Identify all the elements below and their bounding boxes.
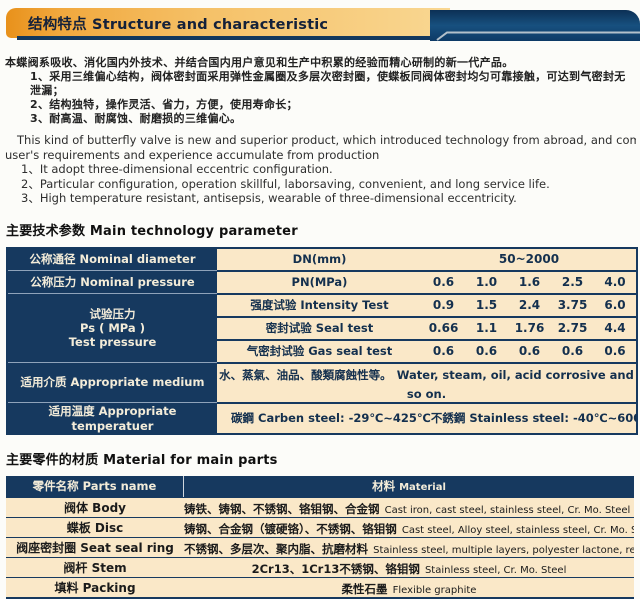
value-gas-seal: 0.6: [465, 338, 508, 362]
row-label-test-pressure: 试验压力 Ps ( MPa ) Test pressure: [8, 292, 217, 362]
part-name-body: 阀体 Body: [6, 496, 184, 517]
param-intensity-test: 强度试验 Intensity Test: [217, 292, 422, 316]
value-gas-seal: 0.6: [508, 338, 551, 362]
table-row-seat-seal-ring: 阀座密封圈 Seat seal ring 不锈钢、多层次、聚内脂、抗磨材料 St…: [6, 536, 634, 557]
banner-orange-bar: 结构特点 Structure and characteristic: [6, 8, 450, 38]
test-pressure-line-en: Test pressure: [68, 334, 157, 349]
description-cn-item: 1、采用三维偏心结构，阀体密封面采用弹性金属圈及多层次密封圈，使蝶板同阀体密封均…: [30, 70, 626, 97]
part-name-stem: 阀杆 Stem: [6, 556, 184, 577]
medium-cn: 水、蒸氣、油品、酸類腐蝕性等。: [219, 367, 392, 382]
param-gas-seal-test: 气密封试验 Gas seal test: [217, 338, 422, 362]
material-header-cn: 材料: [372, 479, 396, 493]
value-intensity: 1.5: [465, 292, 508, 316]
part-name-disc: 蝶板 Disc: [6, 516, 184, 537]
medium-en: Water, steam, oil, acid corrosive and so…: [396, 367, 634, 401]
value-seal: 1.76: [508, 315, 551, 339]
page-title: 结构特点 Structure and characteristic: [28, 16, 329, 33]
param-seal-test: 密封试验 Seal test: [217, 315, 422, 339]
temperature-carbon-steel: 碳鋼 Carben steel: -29℃~425℃: [231, 411, 431, 425]
material-seat-cn: 不锈钢、多层次、聚内脂、抗磨材料: [184, 541, 368, 556]
material-stem-cn: 2Cr13、1Cr13不锈钢、铬钼钢: [251, 561, 420, 576]
row-label-medium: 适用介质 Appropriate medium: [8, 361, 217, 402]
table-row-medium: 适用介质 Appropriate medium 水、蒸氣、油品、酸類腐蝕性等。 …: [8, 361, 636, 402]
material-seat-seal-ring: 不锈钢、多层次、聚内脂、抗磨材料 Stainless steel, multip…: [184, 536, 634, 557]
param-dn: DN(mm): [292, 252, 347, 266]
table-row-stem: 阀杆 Stem 2Cr13、1Cr13不锈钢、铬钼钢 Stainless ste…: [6, 556, 634, 577]
description-en-item: 1、It adopt three-dimensional eccentric c…: [21, 162, 333, 176]
value-gas-seal: 0.6: [551, 338, 594, 362]
table-row-packing: 填料 Packing 柔性石墨 Flexible graphite: [6, 576, 634, 597]
banner-silver-line-icon: [436, 31, 640, 41]
value-intensity: 2.4: [508, 292, 551, 316]
tech-section-title: 主要技术参数 Main technology parameter: [6, 223, 298, 239]
table-row-intensity-test: 试验压力 Ps ( MPa ) Test pressure 强度试验 Inten…: [8, 292, 636, 362]
test-pressure-line-cn: 试验压力: [89, 306, 136, 321]
material-disc-en: Cast steel, Alloy steel, stainless steel…: [401, 524, 634, 536]
value-seal: 1.1: [465, 315, 508, 339]
value-medium: 水、蒸氣、油品、酸類腐蝕性等。 Water, steam, oil, acid …: [217, 361, 636, 402]
material-packing-cn: 柔性石墨: [341, 581, 388, 596]
description-cn-item: 3、耐高温、耐腐蚀、耐磨损的三维偏心。: [30, 112, 242, 125]
value-pn: 1.6: [508, 269, 551, 293]
column-header-material: 材料 Material: [184, 475, 634, 497]
value-temperature: 碳鋼 Carben steel: -29℃~425℃ 不銹鋼 Stainless…: [217, 401, 636, 433]
value-pn: 1.0: [465, 269, 508, 293]
value-pn: 0.6: [422, 269, 465, 293]
param-pn: PN(MPa): [217, 269, 422, 293]
material-disc-cn: 铸钢、合金钢（镀硬铬）、不锈钢、铬钼钢: [184, 521, 397, 536]
value-seal: 0.66: [422, 315, 465, 339]
material-stem-en: Stainless steel, Cr. Mo. Steel: [424, 564, 567, 576]
description-en-intro-line1: This kind of butterfly valve is new and …: [17, 133, 636, 147]
value-gas-seal: 0.6: [594, 338, 636, 362]
material-disc: 铸钢、合金钢（镀硬铬）、不锈钢、铬钼钢 Cast steel, Alloy st…: [184, 516, 634, 537]
table-row-nominal-pressure: 公称压力 Nominal pressure PN(MPa) 0.6 1.0 1.…: [8, 269, 636, 293]
table-row-seal-test: 密封试验 Seal test 0.66 1.1 1.76 2.75 4.4: [8, 315, 636, 339]
tech-parameter-table: 公称通径 Nominal diameter DN(mm) 50~2000 公称压…: [6, 246, 638, 435]
value-intensity: 0.9: [422, 292, 465, 316]
value-intensity: 6.0: [594, 292, 636, 316]
table-row-nominal-diameter: 公称通径 Nominal diameter DN(mm) 50~2000: [8, 248, 636, 270]
description-cn-item: 2、结构独特，操作灵活、省力，方便，使用寿命长；: [30, 98, 298, 111]
value-gas-seal: 0.6: [422, 338, 465, 362]
description-en-intro-line2: user's requirements and experience accum…: [5, 147, 380, 162]
banner-underline: [17, 36, 469, 40]
materials-table: 零件名称 Parts name 材料 Material 阀体 Body 铸铁、铸…: [6, 475, 634, 599]
table-row-temperature: 适用温度 Appropriate temperatuer 碳鋼 Carben s…: [8, 401, 636, 433]
material-seat-en: Stainless steel, multiple layers, polyes…: [373, 544, 634, 556]
value-seal: 4.4: [594, 315, 636, 339]
part-name-seat-seal-ring: 阀座密封圈 Seat seal ring: [6, 536, 184, 557]
temperature-values: 碳鋼 Carben steel: -29℃~425℃ 不銹鋼 Stainless…: [217, 410, 636, 426]
section-banner: 结构特点 Structure and characteristic: [0, 0, 640, 44]
material-packing: 柔性石墨 Flexible graphite: [184, 576, 634, 597]
value-pn: 2.5: [551, 269, 594, 293]
material-header-en: Material: [399, 482, 446, 493]
description-en-item: 3、High temperature resistant, antisepsis…: [21, 191, 517, 205]
row-label-nominal-diameter: 公称通径 Nominal diameter: [8, 248, 217, 270]
description-block: 本蝶阀系吸收、消化国内外技术、并结合国内用户意见和生产中积累的经验而精心研制的新…: [5, 56, 636, 206]
material-stem: 2Cr13、1Cr13不锈钢、铬钼钢 Stainless steel, Cr. …: [184, 556, 634, 577]
column-header-parts-name: 零件名称 Parts name: [6, 475, 184, 497]
material-body-en: Cast iron, cast steel, stainless steel, …: [384, 504, 634, 516]
banner-blue-decoration: [430, 10, 640, 41]
table-row-gas-seal-test: 气密封试验 Gas seal test 0.6 0.6 0.6 0.6 0.6: [8, 338, 636, 362]
part-name-packing: 填料 Packing: [6, 576, 184, 597]
table-row-disc: 蝶板 Disc 铸钢、合金钢（镀硬铬）、不锈钢、铬钼钢 Cast steel, …: [6, 516, 634, 537]
row-label-temperature: 适用温度 Appropriate temperatuer: [8, 401, 217, 433]
table-row-body: 阀体 Body 铸铁、铸钢、不锈钢、铬钼钢、合金钢 Cast iron, cas…: [6, 496, 634, 517]
material-body: 铸铁、铸钢、不锈钢、铬钼钢、合金钢 Cast iron, cast steel,…: [184, 496, 634, 517]
material-body-cn: 铸铁、铸钢、不锈钢、铬钼钢、合金钢: [184, 501, 380, 516]
value-pn: 4.0: [594, 269, 636, 293]
material-packing-en: Flexible graphite: [392, 584, 477, 596]
value-seal: 2.75: [551, 315, 594, 339]
row-label-nominal-pressure: 公称压力 Nominal pressure: [8, 269, 217, 293]
materials-section-title: 主要零件的材质 Material for main parts: [6, 452, 278, 468]
test-pressure-line-symbol: Ps ( MPa ): [80, 320, 145, 335]
materials-header-row: 零件名称 Parts name 材料 Material: [6, 475, 634, 497]
description-en-item: 2、Particular configuration, operation sk…: [21, 176, 550, 191]
description-cn-intro: 本蝶阀系吸收、消化国内外技术、并结合国内用户意见和生产中积累的经验而精心研制的新…: [5, 56, 514, 69]
value-dn-range: 50~2000: [498, 252, 560, 266]
temperature-stainless-steel: 不銹鋼 Stainless steel: -40℃~600℃: [430, 411, 636, 425]
value-intensity: 3.75: [551, 292, 594, 316]
